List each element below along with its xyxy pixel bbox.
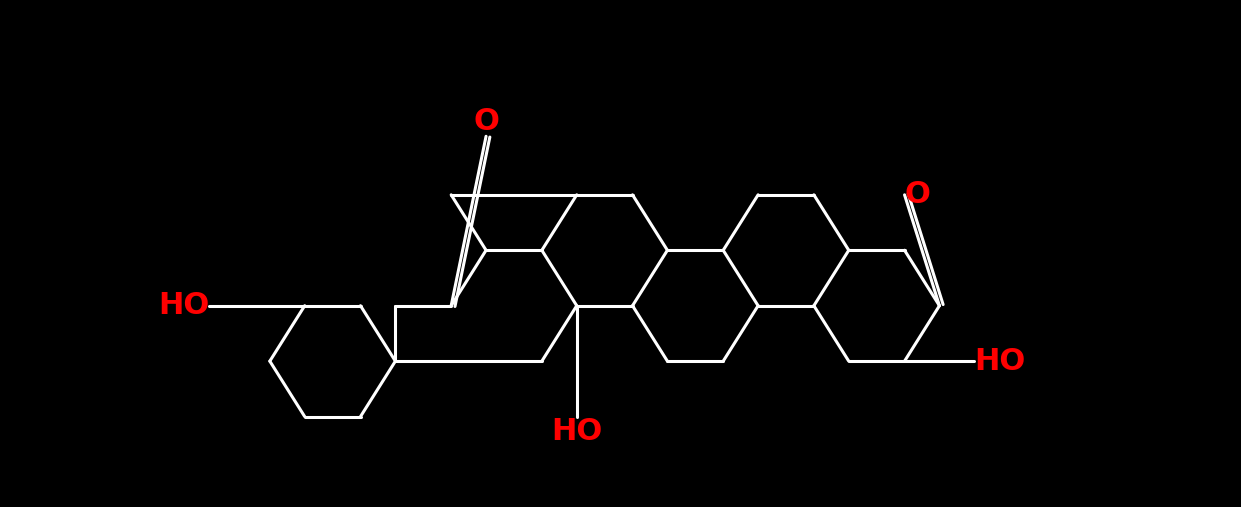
Text: O: O: [905, 180, 931, 209]
Text: HO: HO: [974, 347, 1025, 376]
Text: HO: HO: [551, 417, 602, 446]
Text: HO: HO: [158, 291, 210, 320]
Text: O: O: [473, 107, 499, 136]
